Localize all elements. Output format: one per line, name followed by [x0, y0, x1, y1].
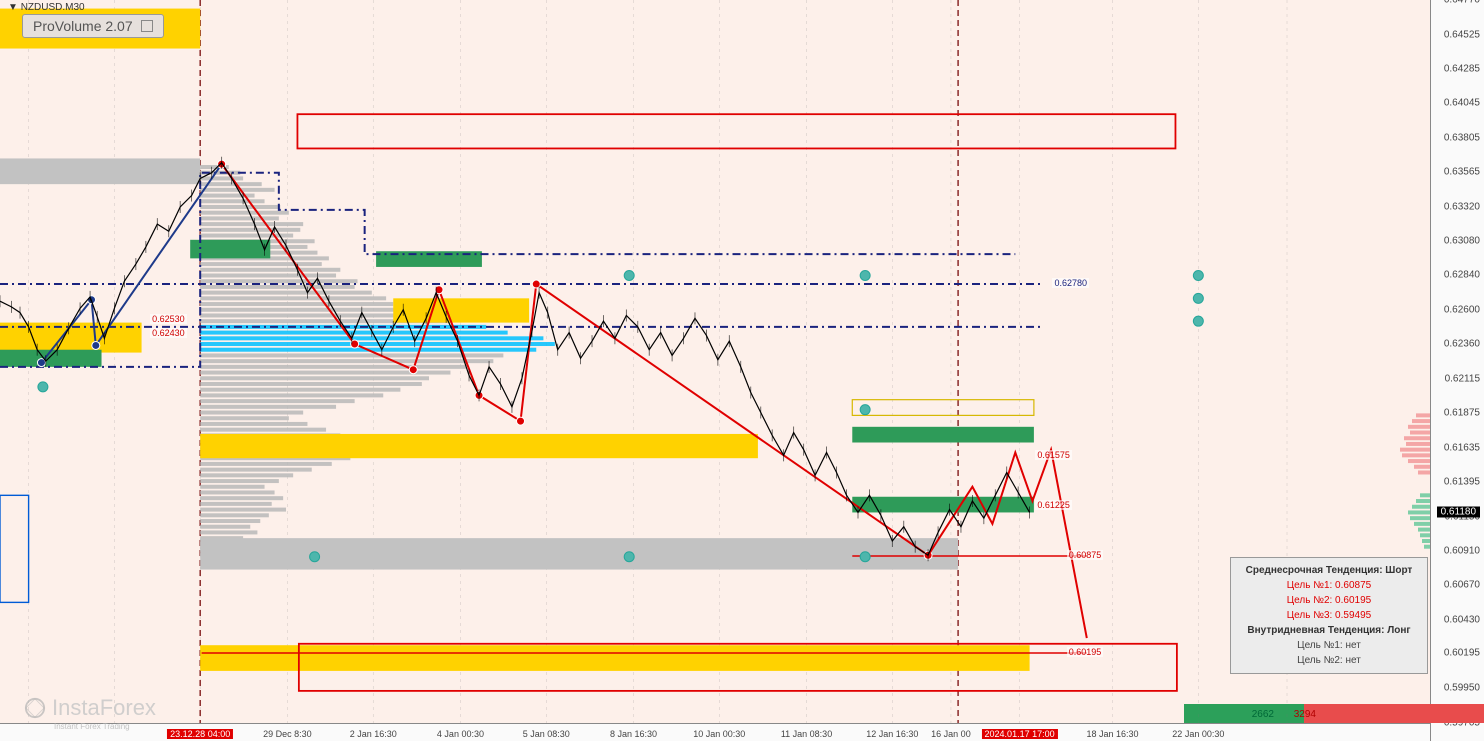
provolume-badge[interactable]: ProVolume 2.07 — [22, 14, 164, 38]
logo-icon — [24, 697, 46, 719]
target-gray-1: Цель №1: нет — [1237, 638, 1421, 653]
vol-red-value: 3294 — [1294, 709, 1316, 723]
watermark: InstaForex Instant Forex Trading — [24, 695, 156, 721]
pin-icon — [141, 20, 153, 32]
target-3: Цель №3: 0.59495 — [1237, 608, 1421, 623]
midterm-trend: Среднесрочная Тенденция: Шорт — [1237, 563, 1421, 578]
x-axis: 23.12.28 04:0029 Dec 8:302 Jan 16:304 Ja… — [0, 723, 1430, 741]
chart-area[interactable] — [0, 0, 1430, 741]
provolume-label: ProVolume 2.07 — [33, 18, 133, 34]
target-2: Цель №2: 0.60195 — [1237, 593, 1421, 608]
chart-svg — [0, 0, 1430, 723]
instrument-label: ▼ NZDUSD.M30 — [8, 2, 85, 13]
intraday-trend: Внутридневная Тенденция: Лонг — [1237, 623, 1421, 638]
y-axis: 0.647700.645250.642850.640450.638050.635… — [1430, 0, 1484, 741]
target-1: Цель №1: 0.60875 — [1237, 578, 1421, 593]
vol-green-value: 2662 — [1252, 709, 1274, 723]
target-gray-2: Цель №2: нет — [1237, 653, 1421, 668]
info-panel: Среднесрочная Тенденция: Шорт Цель №1: 0… — [1230, 557, 1428, 674]
